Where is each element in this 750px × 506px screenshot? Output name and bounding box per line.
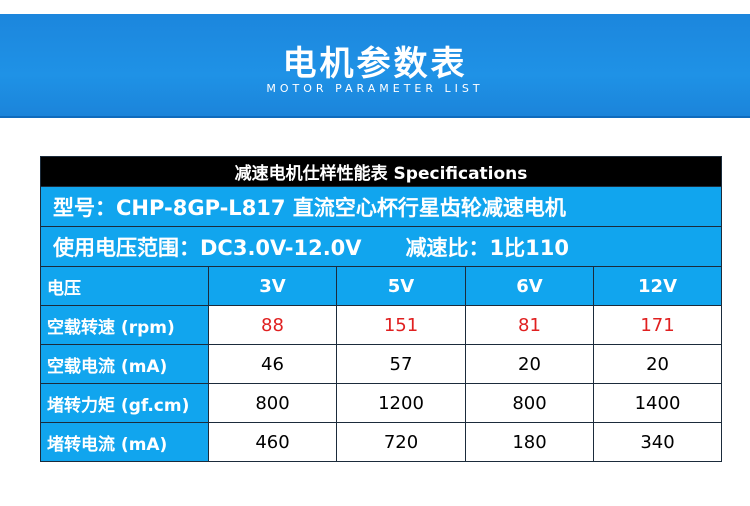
banner: 电机参数表 MOTOR PARAMETER LIST (0, 14, 750, 118)
cell: 800 (465, 383, 594, 423)
cell: 1200 (336, 383, 466, 423)
spec-table: 减速电机仕样性能表 Specifications 型号：CHP-8GP-L817… (39, 156, 723, 462)
cell: 171 (592, 305, 723, 345)
subtitle: MOTOR PARAMETER LIST (266, 82, 484, 95)
cell: 20 (465, 344, 594, 384)
column-header: 12V (592, 266, 723, 306)
cell: 88 (208, 305, 337, 345)
data-row: 空载转速 (rpm) 88 151 81 171 (40, 305, 723, 345)
row-label: 空载电流 (mA) (40, 344, 209, 384)
cell: 180 (465, 422, 594, 462)
data-row: 空载电流 (mA) 46 57 20 20 (40, 344, 723, 384)
cell: 1400 (592, 383, 723, 423)
row-label: 堵转电流 (mA) (40, 422, 209, 462)
ratio: 减速比：1比110 (405, 235, 570, 260)
voltage-row: 使用电压范围：DC3.0V-12.0V 减速比：1比110 (39, 226, 723, 267)
model-row: 型号：CHP-8GP-L817 直流空心杯行星齿轮减速电机 (39, 186, 723, 227)
column-header: 6V (465, 266, 594, 306)
row-label: 堵转力矩 (gf.cm) (40, 383, 209, 423)
voltage-ratio: 使用电压范围：DC3.0V-12.0V 减速比：1比110 (39, 226, 723, 267)
cell: 46 (208, 344, 337, 384)
voltage: 使用电压范围：DC3.0V-12.0V (53, 235, 362, 260)
column-header: 5V (336, 266, 466, 306)
model: 型号：CHP-8GP-L817 直流空心杯行星齿轮减速电机 (39, 186, 723, 227)
data-row: 堵转力矩 (gf.cm) 800 1200 800 1400 (40, 383, 723, 423)
header-row: 电压 3V 5V 6V 12V (40, 266, 723, 306)
cell: 57 (336, 344, 466, 384)
cell: 460 (208, 422, 337, 462)
column-header: 3V (208, 266, 337, 306)
cell: 20 (592, 344, 723, 384)
table-body: 减速电机仕样性能表 Specifications 型号：CHP-8GP-L817… (39, 156, 723, 462)
cell: 340 (592, 422, 723, 462)
cell: 81 (465, 305, 594, 345)
row-label: 空载转速 (rpm) (40, 305, 209, 345)
data-row: 堵转电流 (mA) 460 720 180 340 (40, 422, 723, 462)
column-header: 电压 (40, 266, 209, 306)
caption-row: 减速电机仕样性能表 Specifications (39, 156, 723, 187)
cell: 151 (336, 305, 466, 345)
cell: 720 (336, 422, 466, 462)
title: 电机参数表 (282, 44, 468, 84)
caption: 减速电机仕样性能表 Specifications (39, 156, 723, 187)
cell: 800 (208, 383, 337, 423)
